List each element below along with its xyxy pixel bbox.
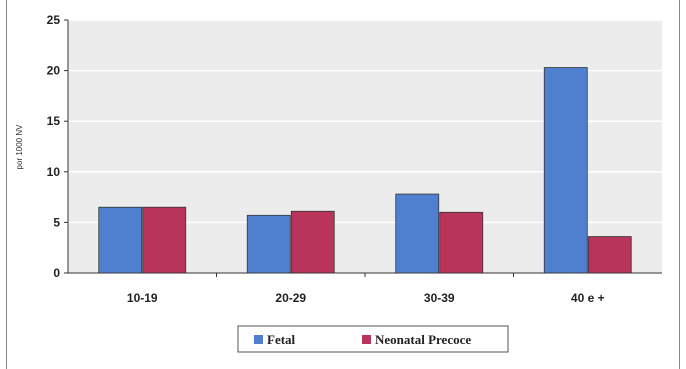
x-axis-ticks: 10-19 20-29 30-39 40 e + [127,273,605,305]
legend-label-fetal: Fetal [267,332,296,347]
bar-neonatal-precoce-30-39 [439,211,484,274]
bar-fetal-10-19 [98,206,143,274]
y-tick-label: 0 [53,266,60,280]
x-tick-label: 20-29 [275,291,306,305]
y-tick-label: 10 [47,165,61,179]
y-tick-label: 20 [47,64,61,78]
bar-neonatal-precoce-20-29 [290,210,335,274]
chart-frame [6,0,680,369]
legend-swatch-neonatal-precoce [362,335,371,344]
y-tick-label: 15 [47,114,61,128]
y-tick-label: 25 [47,13,61,27]
x-tick-label: 30-39 [424,291,455,305]
bar-fetal-40-e-+ [543,67,588,274]
legend-label-neonatal-precoce: Neonatal Precoce [375,332,471,347]
bar-fetal-30-39 [395,193,440,274]
y-tick-label: 5 [53,215,60,229]
y-axis-label: por 1000 NV [15,124,24,170]
y-axis-ticks: 0 5 10 15 20 25 [47,13,68,280]
bars [98,67,632,274]
bar-neonatal-precoce-10-19 [142,206,187,274]
x-tick-label: 10-19 [127,291,158,305]
legend-box [237,325,509,353]
legend: Fetal Neonatal Precoce [237,325,509,353]
x-tick-label: 40 e + [571,291,605,305]
bar-fetal-20-29 [246,214,291,274]
bar-neonatal-precoce-40-e-+ [587,236,632,274]
legend-swatch-fetal [254,335,263,344]
